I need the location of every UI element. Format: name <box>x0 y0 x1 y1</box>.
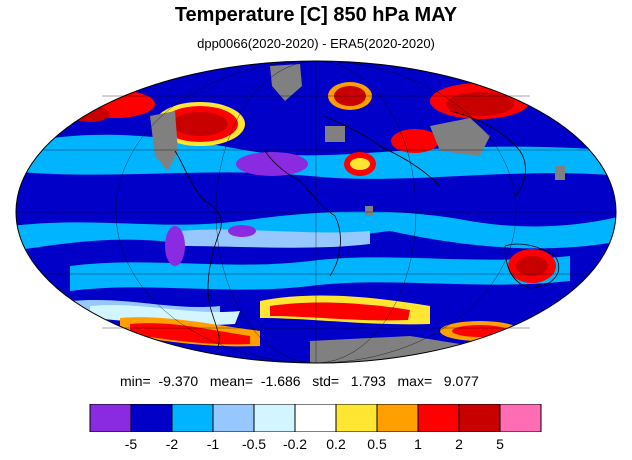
colorbar-box <box>212 404 255 432</box>
colorbar <box>89 404 542 432</box>
colorbar-tick-label: -0.2 <box>282 436 308 452</box>
colorbar-box <box>294 404 337 432</box>
mollweide-map <box>15 60 617 364</box>
colorbar-tick-label: 0.5 <box>367 436 387 452</box>
colorbar-tick-label: -0.5 <box>241 436 267 452</box>
colorbar-tick-label: 0.2 <box>326 436 346 452</box>
std-label: std= <box>312 373 340 389</box>
colorbar-tick-label: -5 <box>124 436 138 452</box>
min-label: min= <box>120 373 151 389</box>
warm-anomaly-australia <box>508 249 556 283</box>
std-value: 1.793 <box>350 373 386 389</box>
colorbar-box <box>89 404 132 432</box>
colorbar-tick-label: -2 <box>165 436 179 452</box>
min-value: -9.370 <box>158 373 199 389</box>
field-patch-purple-3 <box>228 225 256 237</box>
colorbar-box <box>417 404 460 432</box>
warm-anomaly-south <box>120 295 520 347</box>
statistics-line: min= -9.370 mean= -1.686 std= 1.793 max=… <box>120 373 479 389</box>
mean-label: mean= <box>209 373 254 389</box>
colorbar-tick-label: 2 <box>455 436 463 452</box>
map-subtitle: dpp0066(2020-2020) - ERA5(2020-2020) <box>197 36 435 51</box>
coastlines <box>174 110 560 352</box>
colorbar-box <box>458 404 501 432</box>
field-patch-purple-2 <box>165 226 185 266</box>
field-band-midblue-3 <box>70 256 570 291</box>
colorbar-box <box>335 404 378 432</box>
map-border <box>15 60 617 364</box>
colorbar-box <box>499 404 542 432</box>
map-title: Temperature [C] 850 hPa MAY <box>174 4 458 26</box>
warm-anomaly-arabia <box>344 152 376 176</box>
mean-value: -1.686 <box>260 373 301 389</box>
max-value: 9.077 <box>443 373 479 389</box>
field-patch-lightblue <box>180 229 370 248</box>
colorbar-tick-label: -1 <box>206 436 220 452</box>
colorbar-box <box>376 404 419 432</box>
warm-anomaly-nw <box>155 102 245 146</box>
field-patch-purple-1 <box>236 152 308 176</box>
colorbar-box <box>130 404 173 432</box>
colorbar-tick-label: 1 <box>414 436 422 452</box>
colorbar-tick-label: 5 <box>496 436 504 452</box>
max-label: max= <box>397 373 433 389</box>
colorbar-box <box>171 404 214 432</box>
colorbar-box <box>253 404 296 432</box>
